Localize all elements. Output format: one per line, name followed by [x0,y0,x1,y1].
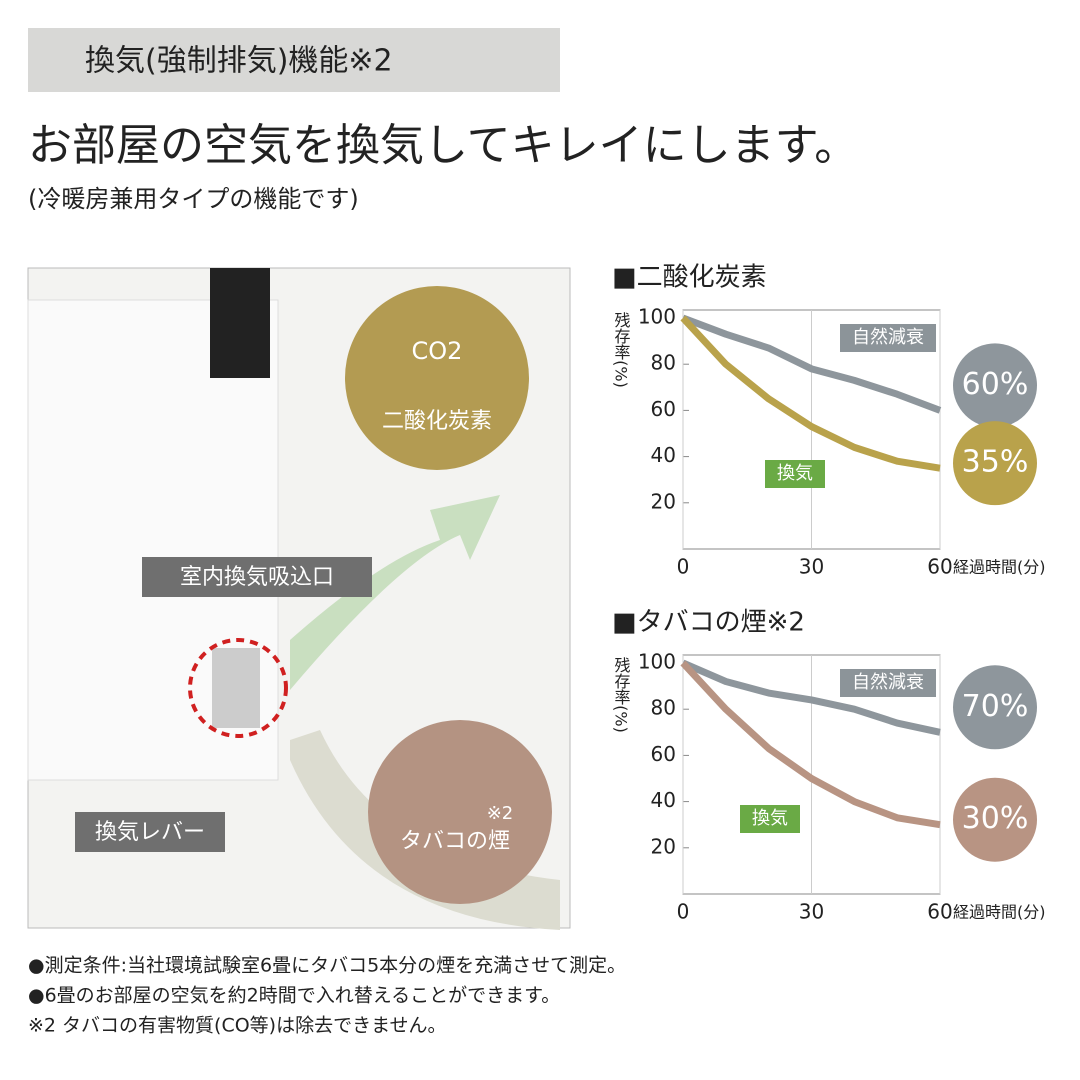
series-tag [840,669,936,697]
series-name: 換気 [777,463,813,484]
end-label: 35% [962,445,1029,480]
subtitle: (冷暖房兼用タイプの機能です) [28,185,359,213]
co2-circle [345,286,529,470]
chart-title: ■タバコの煙※2 [612,608,805,638]
smoke-note: ※2 [487,803,514,824]
series-tag [740,805,800,833]
end-label: 60% [962,367,1029,402]
y-tick-label: 100 [638,650,676,674]
y-tick-label: 20 [651,489,676,513]
co2-bubble: CO2 [412,337,463,365]
x-tick-label: 60 [927,555,952,579]
arrow-out [290,495,500,690]
note: ●6畳のお部屋の空気を約2時間で入れ替えることができます。 [28,985,560,1007]
y-tick-label: 60 [651,742,676,766]
x-tick-label: 0 [677,555,690,579]
line [680,315,941,472]
co2-label: 二酸化炭素 [382,409,492,434]
lever-label: 換気レバー [95,820,205,845]
y-tick-label: 100 [638,305,676,329]
series-name: 換気 [752,808,788,829]
x-tick-label: 30 [799,555,824,579]
chart-title: ■二酸化炭素 [612,263,767,293]
series-name: 自然減衰 [852,327,924,348]
title: お部屋の空気を換気してキレイにします。 [28,120,858,171]
series-name: 自然減衰 [852,672,924,693]
end-callout [953,777,1037,862]
end-callout [953,665,1037,750]
y-tick-label: 80 [651,696,676,720]
x-label: 経過時間(分) [953,903,1046,922]
x-tick-label: 60 [927,900,952,924]
y-tick-label: 20 [651,834,676,858]
tag: 換気(強制排気)機能※2 [85,44,393,79]
series-tag [765,460,825,488]
illustration: CO2 二酸化炭素 ※2 タバコの煙 室内換気吸込口 換気レバー [27,267,571,930]
label-box [142,557,372,597]
x-tick-label: 30 [799,900,824,924]
y-tick-label: 40 [651,788,676,812]
y-label: 残存率(%) [612,657,631,733]
note: ●測定条件:当社環境試験室6畳にタバコ5本分の煙を充満させて測定。 [28,955,626,977]
smoke-label: タバコの煙 [400,829,510,854]
vent-top [210,268,270,378]
x-tick-label: 0 [677,900,690,924]
y-tick-label: 40 [651,443,676,467]
end-label: 70% [962,689,1029,724]
end-label: 30% [962,801,1029,836]
y-tick-label: 60 [651,397,676,421]
line [680,660,941,829]
intake-circle [188,638,288,738]
label-box [75,812,225,852]
end-callout [953,421,1037,506]
series-tag [840,324,936,352]
line [681,314,942,414]
y-tick-label: 80 [651,351,676,375]
note: ※2 タバコの有害物質(CO等)は除去できません。 [28,1015,447,1037]
intake-label: 室内換気吸込口 [180,565,334,590]
smoke-circle [368,720,552,904]
line [681,659,941,736]
y-label: 残存率(%) [612,312,631,388]
end-callout [953,343,1037,428]
x-label: 経過時間(分) [953,558,1046,577]
intake [212,648,260,728]
tag-box [28,28,560,92]
